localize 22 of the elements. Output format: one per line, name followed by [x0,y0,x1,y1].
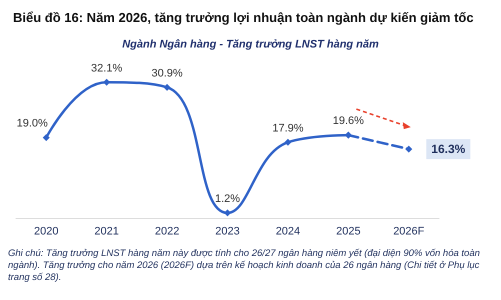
point [164,84,171,91]
x-tick-label: 2025 [336,226,361,238]
point [405,146,412,153]
x-tick-label: 2024 [276,226,300,238]
chart-subtitle: Ngành Ngân hàng - Tăng trưởng LNST hàng năm [122,38,380,50]
data-label: 19.6% [332,115,364,128]
data-label: 1.2% [214,192,240,205]
text: Ghi chú: Tăng trưởng LNST hàng năm này được tính cho 26/27 ngân hàng niêm yết (đại diện 90% vốn hóa toàn ngành). Tăng trưởng cho năm 2026 (2026F) dựa trên kế hoạch kinh doanh của 26 ngân hàng (Chi tiết ở Phụ lục trang số 28). [8,248,481,284]
data-label: 17.9% [272,122,304,134]
x-tick-label: 2023 [215,226,240,238]
point [284,138,292,146]
x-tick-label: 2026F [393,226,425,238]
data-label: 32.1% [91,62,122,74]
x-tick-label: 2021 [94,226,119,238]
point [224,209,231,216]
point [42,134,50,142]
data-label: 30.9% [151,67,183,80]
x-tick-label: 2022 [154,226,180,238]
x-tick-label: 2020 [34,226,58,238]
data-label: 19.0% [16,118,48,130]
data-label: 16.3% [431,142,466,156]
chart-title: Biểu đồ 16: Năm 2026, tăng trưởng lợi nhuận toàn ngành dự kiến giảm tốc [13,10,474,25]
